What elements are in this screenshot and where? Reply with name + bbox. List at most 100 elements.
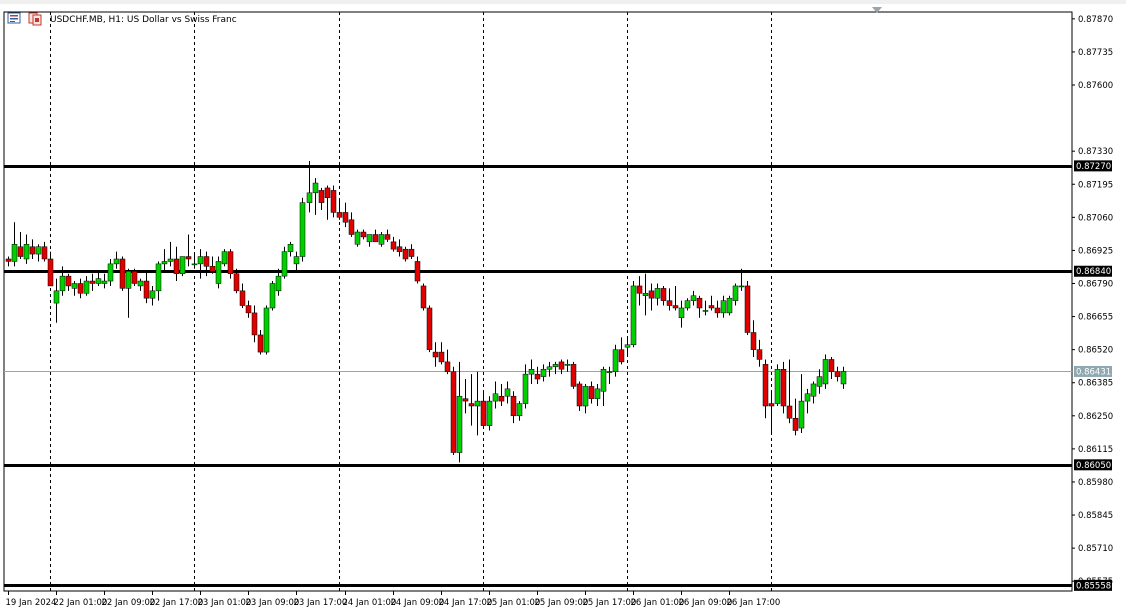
shift-marker-icon[interactable] <box>872 7 882 13</box>
time-tick-label: 25 Jan 17:00 <box>583 598 637 608</box>
bearish-candle-body <box>402 248 409 260</box>
time-tick-label: 26 Jan 17:00 <box>727 598 781 608</box>
price-tick-label: 0.86790 <box>1078 279 1113 289</box>
bearish-candle-body <box>636 285 643 294</box>
time-tick-label: 24 Jan 01:00 <box>343 598 397 608</box>
bullish-candle-body <box>540 369 547 377</box>
bearish-candle-body <box>257 334 264 353</box>
level-price-label: 0.86050 <box>1076 461 1111 471</box>
bearish-candle-body <box>384 234 391 240</box>
bearish-candle-body <box>468 403 475 407</box>
bullish-candle-body <box>71 283 78 289</box>
price-tick-label: 0.85845 <box>1078 511 1113 521</box>
chart-title: USDCHF.MB, H1: US Dollar vs Swiss Franc <box>50 15 237 25</box>
bullish-candle-body <box>528 369 535 375</box>
bearish-candle-body <box>420 285 427 309</box>
price-tick-label: 0.85710 <box>1078 544 1113 554</box>
bearish-candle-body <box>203 256 210 267</box>
bearish-candle-body <box>372 234 379 243</box>
price-tick-label: 0.87735 <box>1078 48 1113 58</box>
bearish-candle-body <box>239 290 246 306</box>
level-price-tag <box>1074 160 1112 172</box>
bearish-candle-body <box>618 349 625 363</box>
bearish-candle-body <box>834 371 841 377</box>
bearish-candle-body <box>77 283 84 294</box>
bullish-candle-body <box>552 364 559 368</box>
bearish-candle-body <box>558 361 565 370</box>
bullish-candle-body <box>161 261 168 265</box>
bullish-candle-body <box>774 369 781 404</box>
bullish-candle-body <box>516 403 523 417</box>
level-price-label: 0.86840 <box>1076 267 1111 277</box>
bearish-candle-body <box>786 405 793 419</box>
bullish-candle-body <box>215 261 222 284</box>
bullish-candle-body <box>582 386 589 407</box>
bullish-candle-body <box>191 263 198 266</box>
bearish-candle-body <box>792 418 799 431</box>
bearish-candle-body <box>173 258 180 274</box>
bullish-candle-body <box>684 300 691 309</box>
top-strip <box>0 0 1126 4</box>
bearish-candle-body <box>498 395 505 402</box>
time-tick-label: 24 Jan 09:00 <box>391 598 445 608</box>
bearish-candle-body <box>131 270 138 284</box>
price-tick-label: 0.87330 <box>1078 147 1113 157</box>
bullish-candle-body <box>179 256 186 274</box>
bullish-candle-body <box>107 263 114 282</box>
bullish-candle-body <box>299 202 306 257</box>
bearish-candle-body <box>576 383 583 407</box>
bullish-candle-body <box>167 258 174 262</box>
bearish-candle-body <box>47 258 54 287</box>
day-separators <box>50 12 772 591</box>
time-tick-label: 22 Jan 01:00 <box>54 598 108 608</box>
bearish-candle-body <box>444 361 451 372</box>
chart-header: USDCHF.MB, H1: US Dollar vs Swiss Franc <box>7 12 237 26</box>
bullish-candle-body <box>11 244 18 262</box>
time-tick-label: 26 Jan 09:00 <box>679 598 733 608</box>
time-tick-label: 26 Jan 01:00 <box>631 598 685 608</box>
price-tick-label: 0.87195 <box>1078 180 1113 190</box>
bearish-candle-body <box>41 246 48 260</box>
bullish-candle-body <box>354 231 361 245</box>
bullish-candle-body <box>378 234 385 245</box>
chart-windows-icon <box>28 12 42 26</box>
bullish-candle-body <box>312 182 319 194</box>
price-tick-label: 0.87600 <box>1078 81 1113 91</box>
bearish-candle-body <box>324 187 331 198</box>
bearish-candle-body <box>414 261 421 282</box>
bearish-candle-body <box>318 190 325 203</box>
bullish-candle-body <box>275 275 282 292</box>
bullish-candle-body <box>53 290 60 304</box>
bullish-candle-body <box>35 246 42 255</box>
bearish-candle-body <box>29 246 36 255</box>
bearish-candle-body <box>227 251 234 274</box>
bullish-candle-body <box>816 376 823 387</box>
bullish-candle-body <box>564 364 571 366</box>
bearish-candle-body <box>462 398 469 402</box>
bearish-candle-body <box>251 312 258 336</box>
bullish-candle-body <box>606 371 613 373</box>
bearish-candle-body <box>5 258 12 262</box>
bearish-candle-body <box>450 371 457 453</box>
bearish-candle-body <box>119 258 126 289</box>
bullish-candle-body <box>804 393 811 402</box>
bearish-candle-body <box>708 305 715 309</box>
bearish-candle-body <box>588 386 595 399</box>
candles <box>5 160 847 463</box>
bullish-candle-body <box>642 293 649 296</box>
bullish-candle-body <box>678 307 685 319</box>
bullish-candle-body <box>23 244 30 260</box>
bearish-candle-body <box>330 190 337 213</box>
bearish-candle-body <box>672 305 679 309</box>
bullish-candle-body <box>522 373 529 404</box>
level-price-tag <box>1074 265 1112 277</box>
time-tick-label: 19 Jan 2024 <box>6 598 57 608</box>
bullish-candle-body <box>366 234 373 243</box>
bearish-candle-body <box>233 273 240 292</box>
bullish-candle-body <box>600 369 607 392</box>
bullish-candle-body <box>95 278 102 284</box>
bullish-candle-body <box>125 270 132 289</box>
bullish-candle-body <box>197 256 204 265</box>
time-tick-label: 23 Jan 17:00 <box>294 598 348 608</box>
